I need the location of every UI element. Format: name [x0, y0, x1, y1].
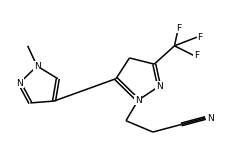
Text: N: N [156, 82, 162, 91]
Text: F: F [194, 51, 199, 60]
Text: F: F [176, 24, 182, 33]
Text: N: N [207, 114, 214, 123]
Text: F: F [198, 33, 203, 42]
Text: N: N [34, 62, 40, 71]
Text: N: N [135, 96, 142, 105]
Text: N: N [16, 79, 23, 87]
